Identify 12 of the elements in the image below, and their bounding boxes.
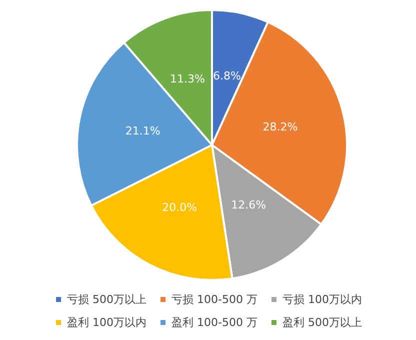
data-label: 11.3%	[170, 72, 205, 86]
data-label: 12.6%	[231, 198, 266, 212]
legend-label: 亏损 100万以内	[282, 293, 362, 306]
legend-label: 亏损 100-500 万	[172, 293, 258, 306]
data-label: 6.8%	[212, 70, 241, 83]
data-label: 28.2%	[262, 120, 298, 134]
legend-label: 亏损 500万以上	[67, 293, 147, 306]
legend-label: 盈利 500万以上	[282, 316, 362, 329]
data-label: 20.0%	[162, 201, 198, 214]
legend-label: 盈利 100万以内	[67, 316, 147, 329]
data-label: 21.1%	[125, 124, 160, 138]
legend-label: 盈利 100-500 万	[172, 316, 258, 329]
